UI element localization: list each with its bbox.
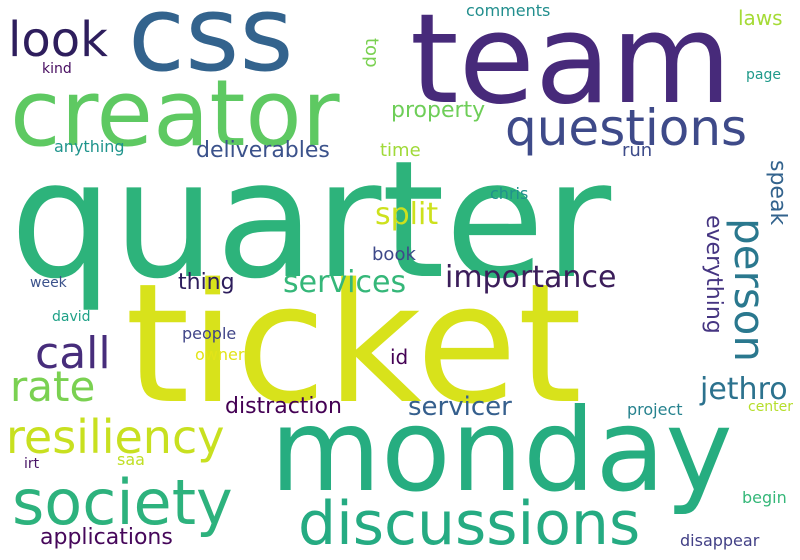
word-society: society	[12, 466, 233, 539]
word-team: team	[410, 0, 732, 132]
word-center: center	[748, 399, 794, 415]
word-project: project	[627, 400, 683, 419]
word-laws: laws	[738, 6, 783, 30]
word-comments: comments	[466, 1, 551, 20]
word-jethro: jethro	[700, 372, 788, 407]
word-people: people	[182, 324, 237, 343]
word-page: page	[746, 67, 781, 83]
word-owner: owner	[195, 345, 245, 364]
word-servicer: servicer	[408, 392, 512, 422]
word-resiliency: resiliency	[6, 410, 225, 464]
word-deliverables: deliverables	[196, 138, 330, 163]
word-questions: questions	[505, 99, 748, 157]
word-chris: chris	[490, 184, 529, 203]
word-rate: rate	[10, 362, 96, 411]
word-css: css	[128, 0, 294, 95]
word-ticket: ticket	[125, 248, 583, 440]
word-begin: begin	[742, 488, 787, 507]
word-call: call	[35, 328, 111, 379]
word-discussions: discussions	[298, 489, 641, 559]
word-irt: irt	[24, 456, 40, 472]
word-person: person	[725, 218, 774, 362]
word-book: book	[372, 244, 416, 265]
word-top: top	[361, 38, 382, 68]
word-disappear: disappear	[680, 531, 760, 550]
word-applications: applications	[40, 525, 173, 550]
word-run: run	[622, 140, 653, 161]
word-everything: everything	[701, 215, 726, 334]
word-quarter: quarter	[10, 127, 612, 315]
word-david: david	[52, 309, 91, 325]
word-services: services	[283, 265, 407, 300]
word-kind: kind	[42, 61, 72, 77]
word-importance: importance	[445, 260, 617, 295]
word-property: property	[391, 98, 486, 123]
word-id: id	[390, 345, 409, 369]
word-thing: thing	[178, 270, 235, 295]
word-speak: speak	[765, 160, 790, 226]
word-distraction: distraction	[225, 394, 342, 419]
word-look: look	[8, 12, 108, 68]
word-saa: saa	[117, 450, 145, 469]
word-creator: creator	[10, 60, 340, 167]
word-split: split	[375, 197, 439, 232]
word-week: week	[30, 275, 67, 291]
word-anything: anything	[54, 137, 125, 156]
word-monday: monday	[270, 384, 733, 517]
word-time: time	[380, 140, 421, 161]
